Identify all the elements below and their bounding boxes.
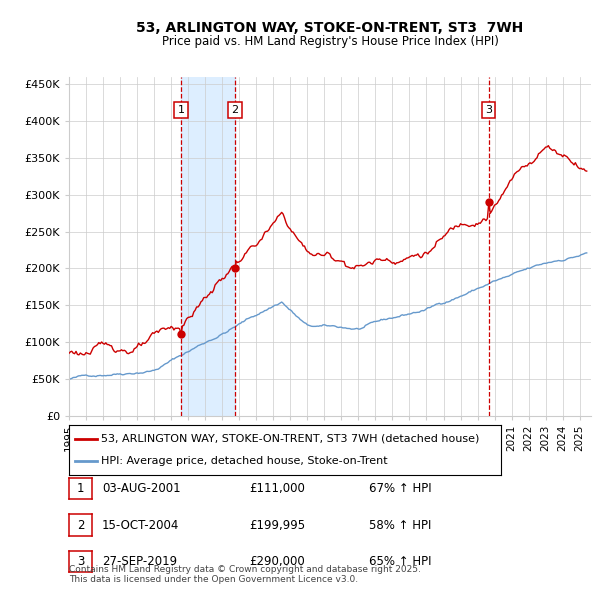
- Text: 58% ↑ HPI: 58% ↑ HPI: [369, 519, 431, 532]
- Text: 15-OCT-2004: 15-OCT-2004: [102, 519, 179, 532]
- Text: £111,000: £111,000: [249, 482, 305, 495]
- Text: Price paid vs. HM Land Registry's House Price Index (HPI): Price paid vs. HM Land Registry's House …: [161, 35, 499, 48]
- Text: 3: 3: [77, 555, 84, 568]
- Text: 53, ARLINGTON WAY, STOKE-ON-TRENT, ST3  7WH: 53, ARLINGTON WAY, STOKE-ON-TRENT, ST3 7…: [136, 21, 524, 35]
- Text: HPI: Average price, detached house, Stoke-on-Trent: HPI: Average price, detached house, Stok…: [101, 456, 388, 466]
- Text: 2: 2: [77, 519, 84, 532]
- Bar: [181, 77, 235, 416]
- Text: £290,000: £290,000: [249, 555, 305, 568]
- Text: 03-AUG-2001: 03-AUG-2001: [102, 482, 181, 495]
- Text: 53, ARLINGTON WAY, STOKE-ON-TRENT, ST3 7WH (detached house): 53, ARLINGTON WAY, STOKE-ON-TRENT, ST3 7…: [101, 434, 480, 444]
- Text: 1: 1: [77, 482, 84, 495]
- Text: 65% ↑ HPI: 65% ↑ HPI: [369, 555, 431, 568]
- Text: £199,995: £199,995: [249, 519, 305, 532]
- Text: 2: 2: [232, 105, 239, 115]
- Text: Contains HM Land Registry data © Crown copyright and database right 2025.
This d: Contains HM Land Registry data © Crown c…: [69, 565, 421, 584]
- Text: 1: 1: [178, 105, 185, 115]
- Text: 67% ↑ HPI: 67% ↑ HPI: [369, 482, 431, 495]
- Text: 27-SEP-2019: 27-SEP-2019: [102, 555, 177, 568]
- Text: 3: 3: [485, 105, 493, 115]
